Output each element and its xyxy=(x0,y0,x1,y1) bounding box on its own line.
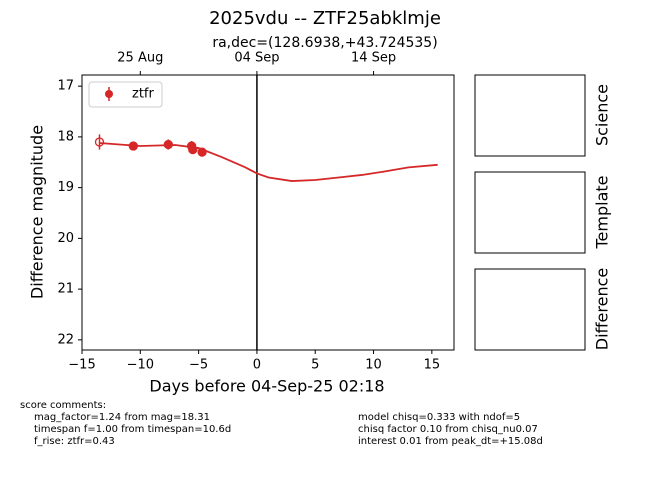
y-tick-label: 22 xyxy=(57,332,74,347)
model-comment: model chisq=0.333 with ndof=5 xyxy=(358,412,520,423)
image-panel xyxy=(474,74,586,157)
x-tick-label: 10 xyxy=(365,358,382,373)
x-tick-label: 15 xyxy=(424,358,441,373)
panel-label: Science xyxy=(593,84,612,146)
score-comment: timespan f=1.00 from timespan=10.6d xyxy=(34,424,231,435)
image-panel xyxy=(474,268,586,351)
top-x-tick-label: 14 Sep xyxy=(351,51,396,66)
top-x-tick-label: 25 Aug xyxy=(117,51,163,66)
model-comment: interest 0.01 from peak_dt=+15.08d xyxy=(358,436,543,447)
y-tick-label: 18 xyxy=(57,129,74,144)
y-tick-label: 21 xyxy=(57,282,74,297)
x-tick-label: 5 xyxy=(311,358,319,373)
y-tick-label: 17 xyxy=(57,79,74,94)
plot-frame xyxy=(81,74,455,351)
data-point xyxy=(94,137,105,147)
legend-label: ztfr xyxy=(132,87,154,102)
data-point xyxy=(188,144,198,155)
fit-line xyxy=(99,142,438,182)
score-comment: f_rise: ztfr=0.43 xyxy=(34,436,115,447)
legend-marker xyxy=(105,90,113,98)
y-tick-label: 19 xyxy=(57,180,74,195)
data-point xyxy=(128,141,138,151)
score-comment: mag_factor=1.24 from mag=18.31 xyxy=(34,412,210,423)
x-tick-label: 0 xyxy=(253,358,261,373)
data-point xyxy=(163,139,173,150)
x-tick-label: −10 xyxy=(127,358,154,373)
panel-label: Difference xyxy=(593,268,612,350)
x-axis-label: Days before 04-Sep-25 02:18 xyxy=(149,377,384,396)
model-comment: chisq factor 0.10 from chisq_nu0.07 xyxy=(358,424,538,435)
chart-title: 2025vdu -- ZTF25abklmje xyxy=(209,8,441,29)
x-tick-label: −5 xyxy=(189,358,208,373)
x-tick-label: −15 xyxy=(68,358,95,373)
top-x-tick-label: 04 Sep xyxy=(234,51,279,66)
y-axis-label: Difference magnitude xyxy=(28,125,47,299)
image-panel xyxy=(474,171,586,254)
score-comment: score comments: xyxy=(20,400,106,411)
legend-box xyxy=(88,81,163,108)
y-tick-label: 20 xyxy=(57,231,74,246)
chart-subtitle: ra,dec=(128.6938,+43.724535) xyxy=(212,35,437,51)
panel-label: Template xyxy=(593,175,612,249)
data-point xyxy=(197,147,207,157)
